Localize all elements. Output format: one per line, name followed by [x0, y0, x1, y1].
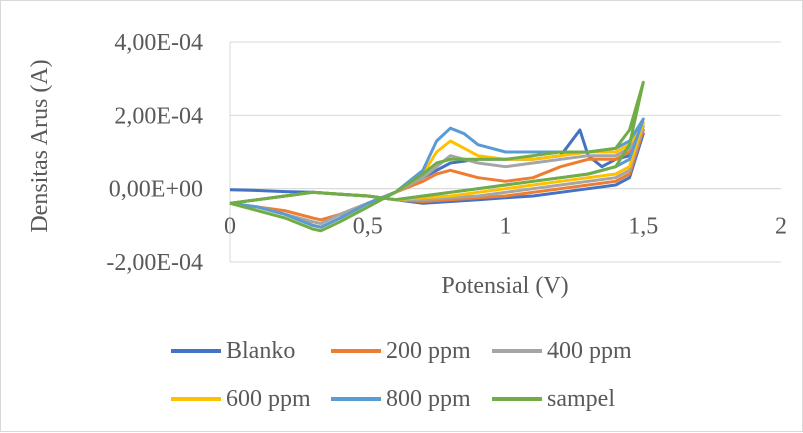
- y-tick-label: -2,00E-04: [106, 250, 203, 276]
- y-tick-label: 0,00E+00: [109, 177, 203, 203]
- legend-label: Blanko: [226, 338, 295, 364]
- x-tick-label: 0: [224, 214, 236, 240]
- x-tick-label: 0,5: [353, 214, 383, 240]
- y-tick-label: 4,00E-04: [114, 30, 203, 56]
- y-tick-labels: -2,00E-04 0,00E+00 2,00E-04 4,00E-04: [106, 30, 203, 276]
- y-tick-label: 2,00E-04: [114, 103, 203, 129]
- legend-label: 400 ppm: [547, 338, 632, 364]
- series-lines: [229, 80, 645, 233]
- y-axis-title: Densitas Arus (A): [27, 59, 53, 232]
- legend-label: 200 ppm: [386, 338, 471, 364]
- x-tick-labels: 0 0,5 1 1,5 2: [224, 214, 787, 240]
- legend-label: sampel: [547, 386, 615, 412]
- x-tick-label: 2: [775, 214, 787, 240]
- legend-label: 800 ppm: [386, 386, 471, 412]
- x-tick-label: 1,5: [628, 214, 658, 240]
- legend: Blanko 200 ppm 400 ppm 600 ppm 800 ppm sampel: [171, 338, 632, 412]
- series-line-5: [229, 80, 645, 233]
- x-axis-title: Potensial (V): [441, 273, 568, 299]
- legend-label: 600 ppm: [226, 386, 311, 412]
- x-tick-label: 1: [500, 214, 512, 240]
